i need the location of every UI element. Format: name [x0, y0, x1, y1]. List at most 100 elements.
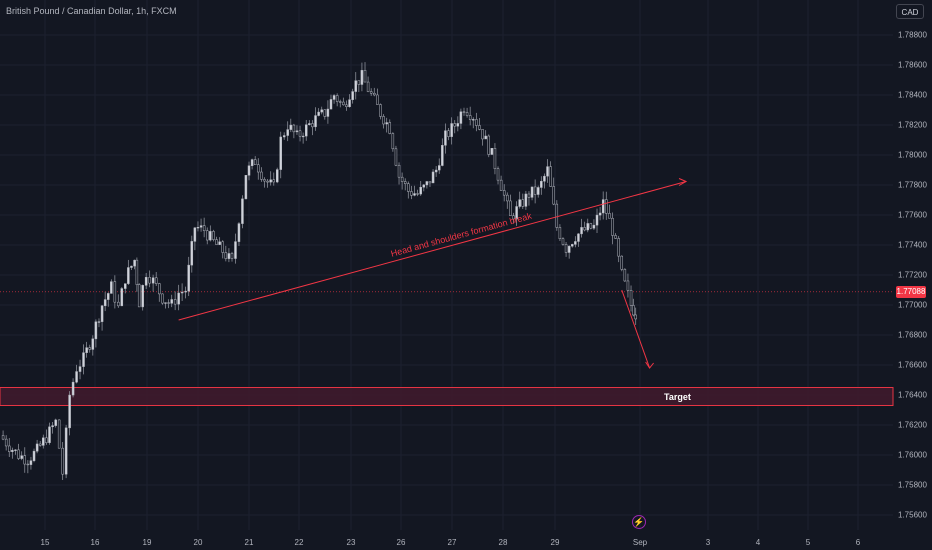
lightning-icon[interactable]: ⚡ [632, 515, 646, 529]
candle-body [425, 181, 429, 186]
candle-body [632, 305, 635, 316]
candle-body [137, 284, 141, 308]
candle-body [141, 285, 144, 308]
candle-body [75, 371, 78, 383]
candle-body [190, 241, 194, 266]
candle-body [342, 101, 345, 106]
candle-body [167, 302, 170, 304]
candle-body [447, 130, 450, 137]
candle-body [326, 108, 330, 117]
candle-body [180, 291, 184, 294]
candle-body [456, 123, 460, 127]
candle-body [177, 292, 180, 305]
candle-body [173, 299, 177, 305]
target-zone [0, 387, 894, 406]
candle-body [103, 299, 107, 307]
candle-body [617, 238, 620, 257]
candle-body [348, 99, 351, 107]
candle-body [558, 227, 562, 239]
candle-body [218, 241, 221, 245]
candle-body [533, 186, 537, 195]
candle-body [515, 206, 518, 220]
candle-body [64, 427, 68, 475]
candle-body [11, 449, 14, 452]
candle-body [490, 148, 494, 155]
candle-body [266, 180, 269, 183]
symbol-title: British Pound / Canadian Dollar, 1h, FXC… [6, 6, 177, 16]
candle-body [158, 283, 161, 295]
candle-body [184, 290, 187, 293]
time-tick-label: 4 [755, 538, 761, 547]
candle-body [397, 164, 401, 178]
candle-body [502, 190, 506, 196]
candle-body [438, 165, 441, 171]
candle-body [335, 95, 339, 102]
candle-body [601, 199, 605, 214]
candle-body [257, 164, 260, 173]
candle-body [413, 193, 416, 196]
candle-body [419, 186, 422, 195]
pattern-label: Head and shoulders formation break [390, 211, 534, 259]
candle-body [620, 255, 624, 270]
candle-body [161, 293, 164, 304]
candle-body [94, 321, 98, 340]
candle-body [369, 91, 373, 94]
candle-body [29, 460, 33, 465]
candle-body [580, 227, 583, 235]
arrows [621, 178, 688, 369]
candle-body [540, 180, 543, 188]
price-tick-label: 1.77400 [898, 240, 927, 250]
candle-body [295, 130, 299, 133]
candle-body [410, 191, 413, 196]
candle-body [286, 129, 289, 136]
candle-body [320, 109, 323, 113]
time-tick-label: 6 [855, 538, 861, 547]
candle-body [97, 321, 101, 323]
candle-body [441, 145, 444, 166]
candle-body [379, 104, 382, 117]
candle-body [561, 238, 565, 245]
currency-badge[interactable]: CAD [896, 4, 924, 19]
time-tick-label: 15 [40, 538, 50, 547]
time-tick-label: 22 [294, 538, 304, 547]
candle-body [14, 449, 17, 451]
candle-body [304, 124, 308, 137]
candle-body [329, 99, 333, 110]
candle-body [151, 277, 155, 284]
candle-body [376, 94, 379, 105]
candle-body [453, 123, 456, 127]
candle-body [78, 366, 82, 372]
candle-body [127, 267, 130, 284]
candle-body [215, 239, 218, 245]
candle-body [193, 227, 197, 242]
candle-body [629, 290, 633, 306]
candle-body [626, 280, 630, 291]
candle-body [289, 124, 293, 130]
candle-body [230, 253, 234, 259]
price-tick-label: 1.78200 [898, 120, 927, 130]
price-tick-label: 1.76200 [898, 420, 927, 430]
trendline-arrowhead [678, 178, 688, 186]
price-tick-label: 1.78400 [898, 90, 927, 100]
candle-body [536, 187, 540, 195]
candle-body [48, 426, 51, 443]
candle-body [354, 80, 357, 92]
target-arrow [621, 289, 651, 369]
candle-body [481, 129, 484, 140]
candle-body [499, 179, 503, 191]
pattern-trendline [178, 181, 687, 321]
candle-body [567, 245, 571, 253]
candle-body [530, 186, 534, 198]
candle-body [549, 166, 552, 187]
candle-body [199, 225, 203, 228]
candle-body [634, 314, 637, 320]
candle-body [253, 159, 257, 165]
candle-body [117, 301, 120, 307]
candle-body [360, 70, 364, 85]
candle-body [100, 305, 104, 322]
candle-body [357, 80, 361, 85]
time-tick-label: 5 [805, 538, 811, 547]
candle-body [212, 231, 215, 240]
